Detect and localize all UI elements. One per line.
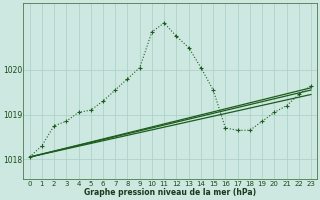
X-axis label: Graphe pression niveau de la mer (hPa): Graphe pression niveau de la mer (hPa) [84,188,256,197]
